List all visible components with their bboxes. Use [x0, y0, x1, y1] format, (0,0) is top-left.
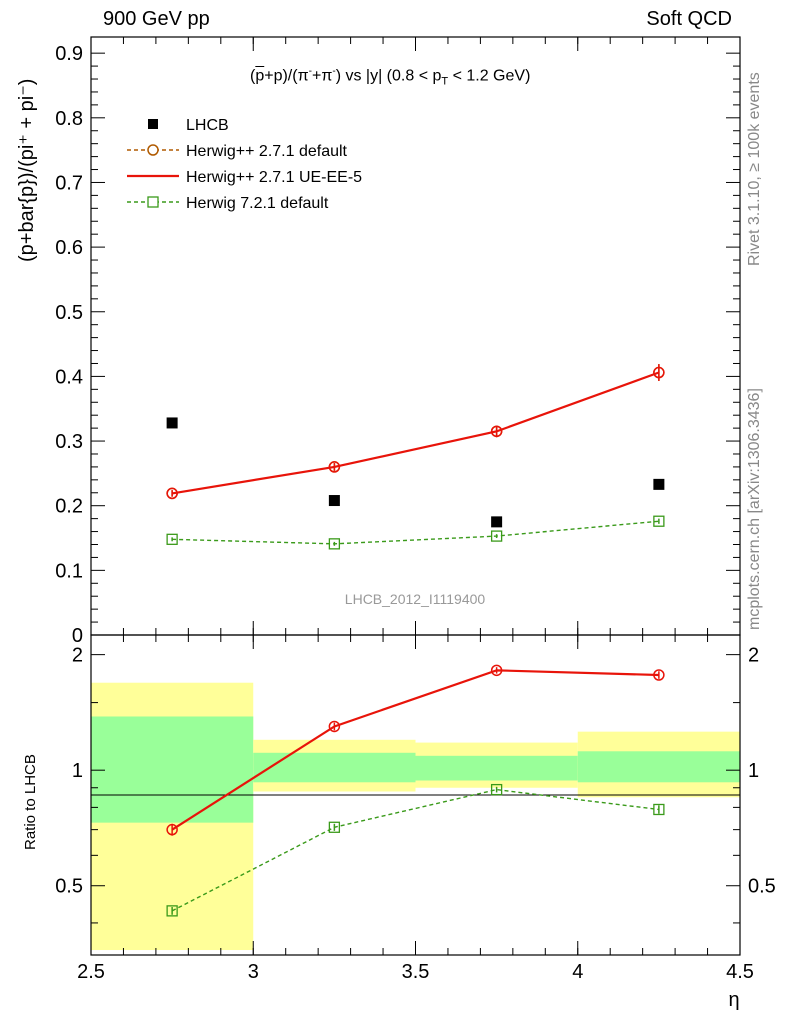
ratio-series-line-1 — [171, 788, 659, 912]
header-left: 900 GeV pp — [103, 8, 210, 30]
legend-label-1: Herwig++ 2.7.1 default — [186, 143, 348, 160]
main-series-line-3 — [172, 520, 659, 545]
ratio-ytick-label-right-2: 2 — [748, 645, 759, 667]
ratio-ytick-label-left-2: 2 — [72, 645, 83, 667]
legend: LHCB Herwig++ 2.7.1 default Herwig++ 2.7.1… — [127, 117, 362, 212]
ratio-band-inner-1 — [253, 752, 416, 783]
main-ytick-label-0: 0 — [72, 625, 83, 647]
legend-marker-1 — [147, 144, 159, 156]
x-axis-label: η — [728, 989, 739, 1011]
xtick-label-3: 4 — [572, 961, 583, 983]
main-ytick-label-6: 0.6 — [55, 237, 83, 259]
main-series-line-1 — [172, 371, 660, 495]
xtick-label-0: 2.5 — [77, 961, 105, 983]
ratio-ytick-label-right-1: 1 — [748, 760, 759, 782]
legend-label-2: Herwig++ 2.7.1 UE-EE-5 — [186, 169, 362, 186]
ratio-band-inner-2 — [415, 755, 578, 781]
main-ytick-label-1: 0.1 — [55, 560, 83, 582]
main-ytick-label-2: 0.2 — [55, 496, 83, 518]
ratio-point-0-3 — [653, 669, 665, 681]
main-data-point-2 — [491, 516, 503, 528]
ratio-point-0-0 — [166, 823, 178, 836]
main-data-point-0 — [166, 417, 178, 429]
main-point-3-0 — [166, 533, 178, 545]
axes-layer: 0 0.1 0.2 0.3 0.4 0.5 0.6 0.7 0.8 0.9 0.5 0.5 1 1 2 2 2.… — [55, 36, 776, 983]
main-ytick-label-4: 0.4 — [55, 366, 83, 388]
watermark: LHCB_2012_I1119400 — [345, 591, 486, 607]
ratio-point-1-2 — [490, 783, 503, 796]
series-layer — [166, 364, 665, 917]
ratio-point-1-0 — [166, 905, 178, 917]
main-ytick-label-5: 0.5 — [55, 302, 83, 324]
plot-title: (p+p)/(π-+π-) vs |y| (0.8 < pT < 1.2 GeV… — [250, 66, 531, 88]
legend-label-3: Herwig 7.2.1 default — [186, 195, 329, 212]
main-series-line-2 — [171, 371, 660, 495]
legend-marker-3 — [147, 196, 159, 208]
xtick-label-4: 4.5 — [726, 961, 754, 983]
main-ytick-label-3: 0.3 — [55, 431, 83, 453]
main-point-3-3 — [653, 515, 665, 527]
legend-label-0: LHCB — [186, 117, 229, 134]
ratio-ytick-label-right-0: 0.5 — [748, 876, 776, 898]
xtick-label-2: 3.5 — [402, 961, 430, 983]
main-point-3-1 — [328, 538, 341, 550]
ratio-point-0-2 — [490, 664, 503, 677]
header-right: Soft QCD — [646, 8, 732, 30]
main-ytick-label-9: 0.9 — [55, 43, 83, 65]
ratio-band-inner-3 — [577, 751, 740, 783]
ratio-series-line-0 — [171, 669, 659, 831]
ratio-bands — [91, 682, 740, 951]
ratio-ytick-label-left-0: 0.5 — [55, 876, 83, 898]
main-point-2-3 — [653, 366, 665, 379]
main-point-2-2 — [490, 425, 503, 438]
ratio-point-1-1 — [328, 821, 341, 833]
ratio-point-1-3 — [653, 803, 665, 816]
main-point-2-0 — [166, 487, 178, 500]
legend-marker-0 — [148, 119, 158, 129]
main-point-2-1 — [328, 461, 341, 473]
main-ytick-label-8: 0.8 — [55, 108, 83, 130]
ratio-band-inner-0 — [91, 716, 254, 823]
main-data-point-3 — [653, 478, 665, 490]
ratio-point-0-1 — [328, 720, 341, 733]
main-point-3-2 — [490, 530, 503, 542]
main-data-point-1 — [328, 495, 340, 507]
ratio-ytick-label-left-1: 1 — [72, 760, 83, 782]
xtick-label-1: 3 — [248, 961, 259, 983]
main-ytick-label-7: 0.7 — [55, 172, 83, 194]
